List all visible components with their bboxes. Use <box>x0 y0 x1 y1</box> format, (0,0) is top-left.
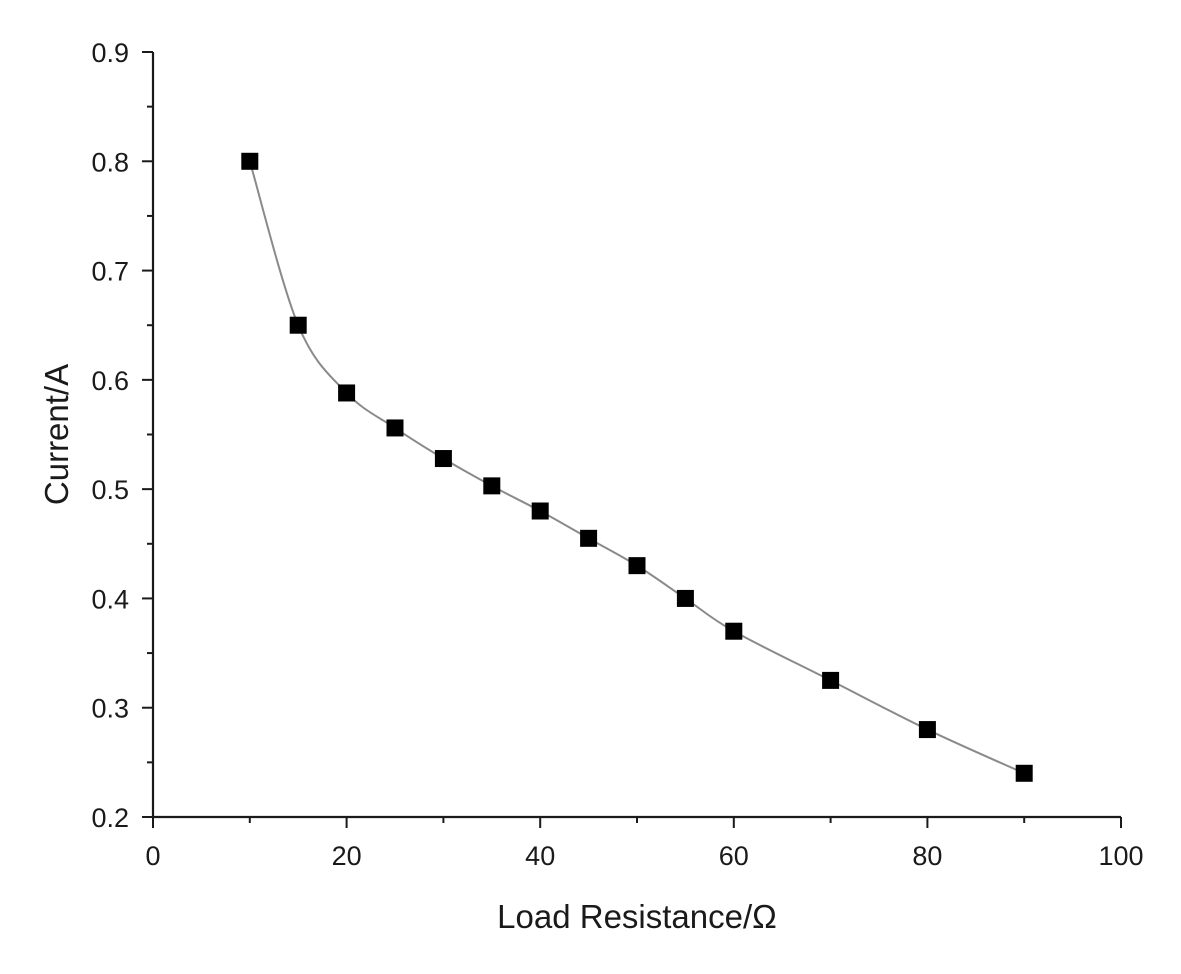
data-point-marker <box>289 316 307 334</box>
x-tick-label: 0 <box>145 841 160 871</box>
data-point-marker <box>531 502 549 520</box>
data-point-marker <box>676 589 694 607</box>
data-point-marker <box>241 152 259 170</box>
data-point-marker <box>338 384 356 402</box>
x-tick-label: 60 <box>719 841 749 871</box>
data-point-marker <box>822 671 840 689</box>
y-axis-label: Current/A <box>38 364 75 505</box>
y-tick-label: 0.3 <box>91 694 129 724</box>
y-tick-label: 0.4 <box>91 584 129 614</box>
x-tick-label: 80 <box>912 841 942 871</box>
axes: 0 20 40 60 80 100 0.2 0.3 0.4 0.5 0.6 0.7 0.8 0.9 <box>91 38 1143 871</box>
data-point-marker <box>1015 764 1033 782</box>
data-point-marker <box>483 477 501 495</box>
series-line <box>248 161 1025 775</box>
data-point-marker <box>725 622 743 640</box>
x-tick-label: 20 <box>332 841 362 871</box>
y-tick-label: 0.9 <box>91 38 129 68</box>
y-tick-label: 0.5 <box>91 475 129 505</box>
y-tick-label: 0.2 <box>91 803 129 833</box>
y-tick-label: 0.7 <box>91 257 129 287</box>
series-line-layer <box>248 161 1025 775</box>
data-point-marker <box>580 529 598 547</box>
y-tick-label: 0.6 <box>91 366 129 396</box>
data-point-marker <box>434 450 452 468</box>
x-tick-label: 100 <box>1098 841 1143 871</box>
data-point-marker <box>386 419 404 437</box>
y-tick-label: 0.8 <box>91 147 129 177</box>
x-tick-label: 40 <box>525 841 555 871</box>
data-point-marker <box>628 557 646 575</box>
data-point-marker <box>918 721 936 739</box>
x-axis-label: Load Resistance/Ω <box>497 898 777 935</box>
data-points <box>241 152 1033 782</box>
